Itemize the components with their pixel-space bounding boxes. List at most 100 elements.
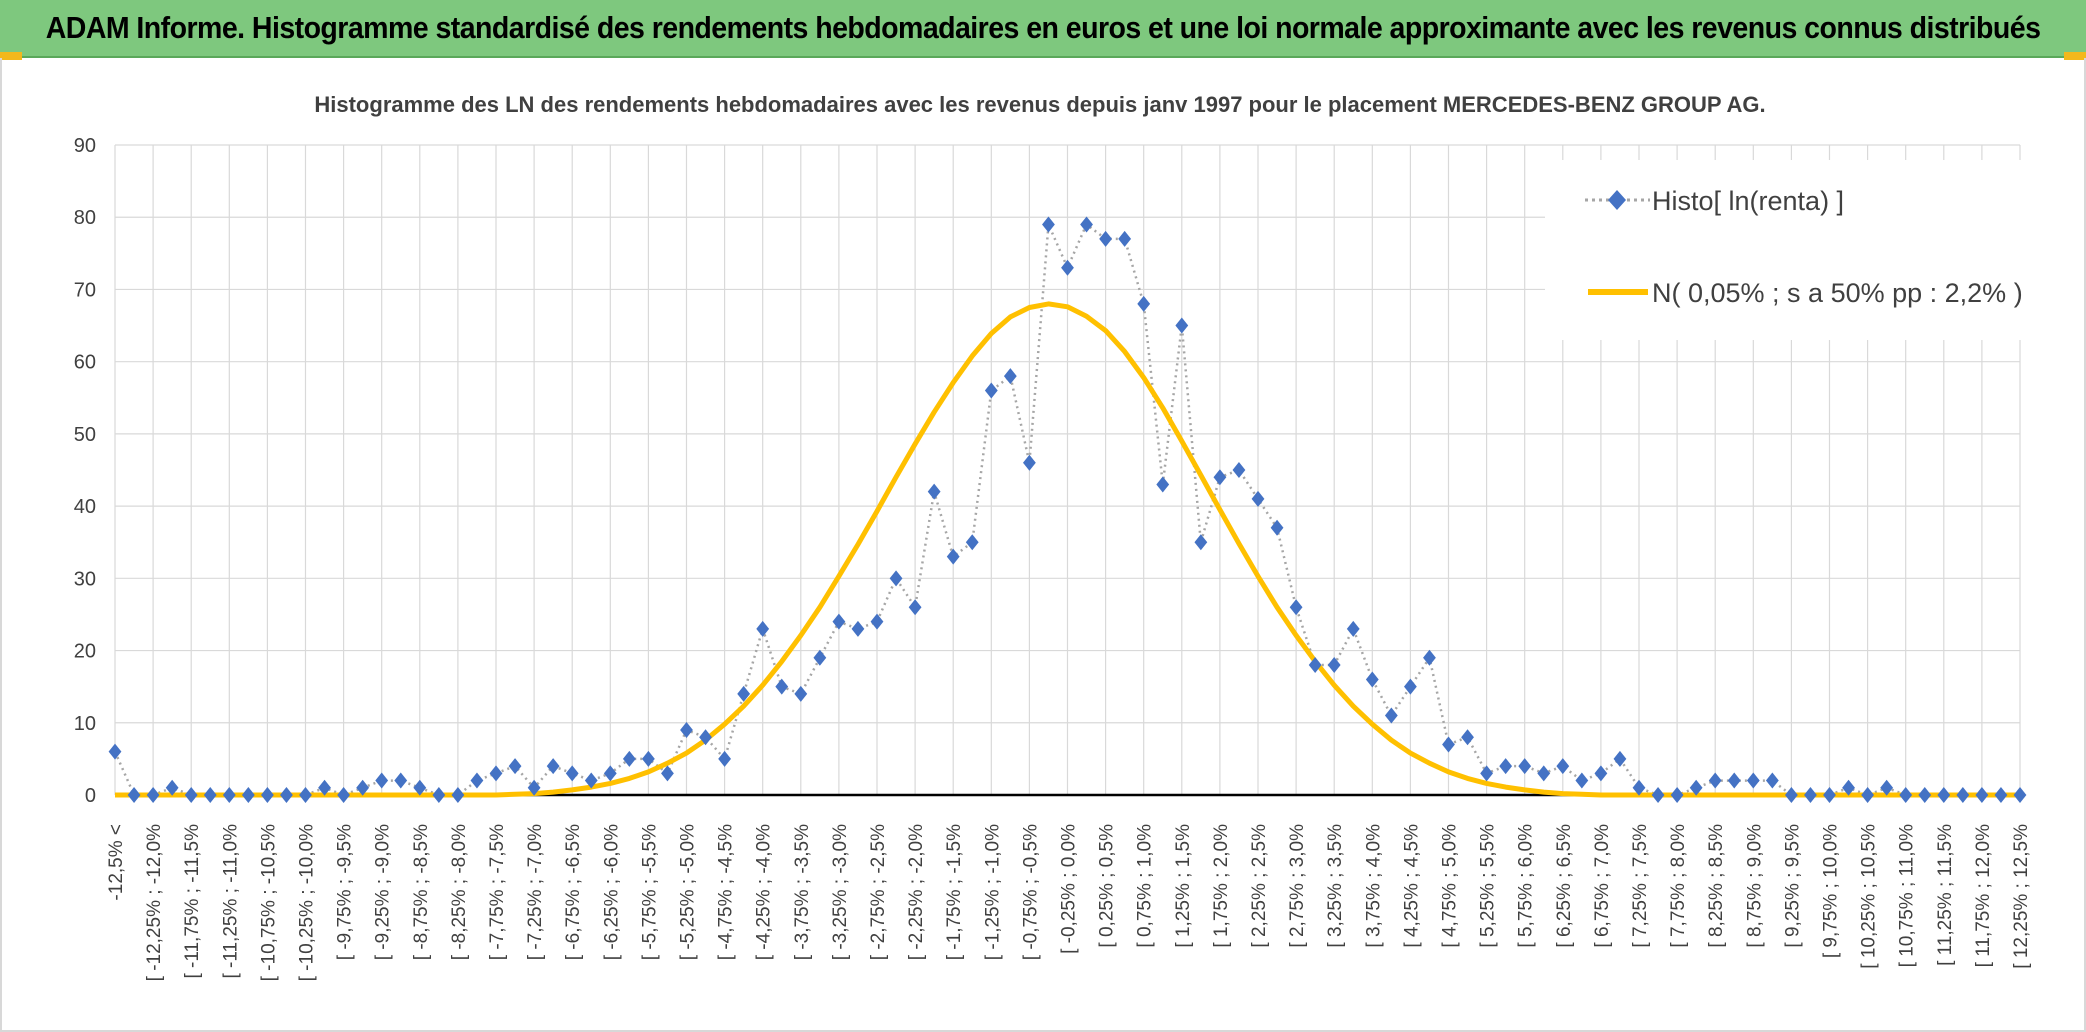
histo-point [984,382,998,399]
histo-point [527,779,541,796]
x-tick-label: [ -3,25% ; -3,0% [830,824,851,960]
histo-point [1480,765,1493,782]
x-tick-label: [ 0,75% ; 1,0% [1135,824,1156,948]
histo-point [718,750,731,767]
y-tick-label: 10 [74,713,96,735]
x-tick-label: [ 3,25% ; 3,5% [1325,824,1346,948]
x-axis-ticks: -12,5% < [ -12,25% ; -12,0% [ -11,75% ; -1… [106,824,2032,981]
histo-point [1994,787,2008,803]
legend-normal-label: N( 0,05% ; s a 50% pp : 2,2% ) [1652,278,2023,308]
histo-point [813,649,827,666]
histo-point [261,787,274,803]
histo-point [2013,787,2027,803]
x-tick-label: [ 6,25% ; 6,5% [1554,824,1575,948]
histo-point [489,765,503,782]
x-tick-label: [ -7,75% ; -7,5% [487,824,508,960]
histo-point [203,787,217,803]
histo-point [508,758,522,775]
x-tick-label: [ -6,25% ; -6,0% [601,824,622,960]
histo-point [222,787,236,803]
histo-point [356,779,370,796]
histo-point [413,779,427,796]
x-tick-label: [ 0,25% ; 0,5% [1097,824,1118,948]
histo-point [1270,519,1284,536]
histo-point [184,787,198,803]
histo-point [1346,620,1360,637]
x-tick-label: [ -8,75% ; -8,5% [411,824,432,960]
x-tick-label: [ 12,25% ; 12,5% [2011,824,2032,969]
x-tick-label: [ -5,25% ; -5,0% [678,824,699,960]
histo-point [889,570,903,587]
histo-point [1708,772,1722,789]
histo-point [241,787,255,803]
histo-point [1003,368,1017,385]
histo-point [318,779,331,796]
x-tick-label: [ 1,25% ; 1,5% [1173,824,1194,948]
histo-point [1880,779,1894,796]
histo-point [642,750,655,767]
x-tick-label: [ 10,25% ; 10,5% [1859,824,1880,969]
histo-point [546,758,560,775]
histo-point [1137,295,1151,312]
x-tick-label: [ -10,25% ; -10,0% [297,824,318,981]
histo-point [1042,216,1055,233]
x-tick-label: [ -9,75% ; -9,5% [335,824,356,960]
x-tick-label: [ -7,25% ; -7,0% [525,824,546,960]
y-tick-label: 20 [74,641,96,663]
histo-point [603,765,617,782]
histo-point [1670,787,1684,803]
histo-point [1956,787,1970,803]
x-tick-label: [ 8,25% ; 8,5% [1706,824,1727,948]
histo-point [1442,736,1455,753]
x-tick-label: [ -2,75% ; -2,5% [868,824,889,960]
x-tick-label: [ 7,75% ; 8,0% [1668,824,1689,948]
histo-point [584,772,598,789]
x-tick-label: [ -9,25% ; -9,0% [373,824,394,960]
x-tick-label: [ -8,25% ; -8,0% [449,824,470,960]
report-title: ADAM Informe. Histogramme standardisé de… [45,10,2041,45]
histo-point [1537,765,1551,782]
histo-point [680,722,693,738]
histo-point [1651,787,1665,803]
x-tick-label: [ -3,75% ; -3,5% [792,824,813,960]
histo-point [1023,454,1036,471]
histo-point [1823,787,1836,803]
histo-point [1575,772,1589,789]
x-tick-label: [ -11,25% ; -11,0% [220,824,241,979]
x-tick-label: [ 5,75% ; 6,0% [1516,824,1537,948]
x-tick-label: [ 2,25% ; 2,5% [1249,824,1270,948]
histo-point [737,685,751,702]
x-tick-label: [ 7,25% ; 7,5% [1630,824,1651,948]
y-tick-label: 60 [74,352,96,374]
x-tick-label: [ -2,25% ; -2,0% [906,824,927,960]
histo-point [908,599,922,616]
histo-point [1194,534,1208,551]
report-banner: ADAM Informe. Histogramme standardisé de… [0,0,2086,58]
histo-point [1308,657,1322,673]
histo-point [1861,787,1874,803]
histo-point [870,613,884,630]
y-tick-label: 40 [74,496,96,518]
histo-point [851,620,865,637]
histo-point [1689,779,1703,796]
histo-point [1804,787,1817,803]
histo-point [1727,772,1741,789]
histo-point [470,772,484,789]
y-tick-label: 90 [74,135,96,157]
histo-point [1937,787,1951,803]
histo-point [108,743,122,760]
legend: Histo[ ln(renta) ] N( 0,05% ; s a 50% pp… [1545,160,2025,340]
x-tick-label: [ -11,75% ; -11,5% [182,824,203,979]
histo-point [127,787,141,803]
x-tick-label: [ -12,25% ; -12,0% [144,824,165,981]
x-tick-label: [ 9,25% ; 9,5% [1782,824,1803,948]
histo-point [1499,758,1513,775]
histo-point [1213,469,1227,486]
x-tick-label: [ -4,25% ; -4,0% [754,824,775,960]
histo-point [565,765,579,782]
x-tick-label: [ -1,25% ; -1,0% [982,824,1003,960]
histo-point [661,765,674,782]
x-tick-label: [ 9,75% ; 10,0% [1821,824,1842,958]
histo-point [432,787,446,803]
histo-point [1461,729,1474,746]
